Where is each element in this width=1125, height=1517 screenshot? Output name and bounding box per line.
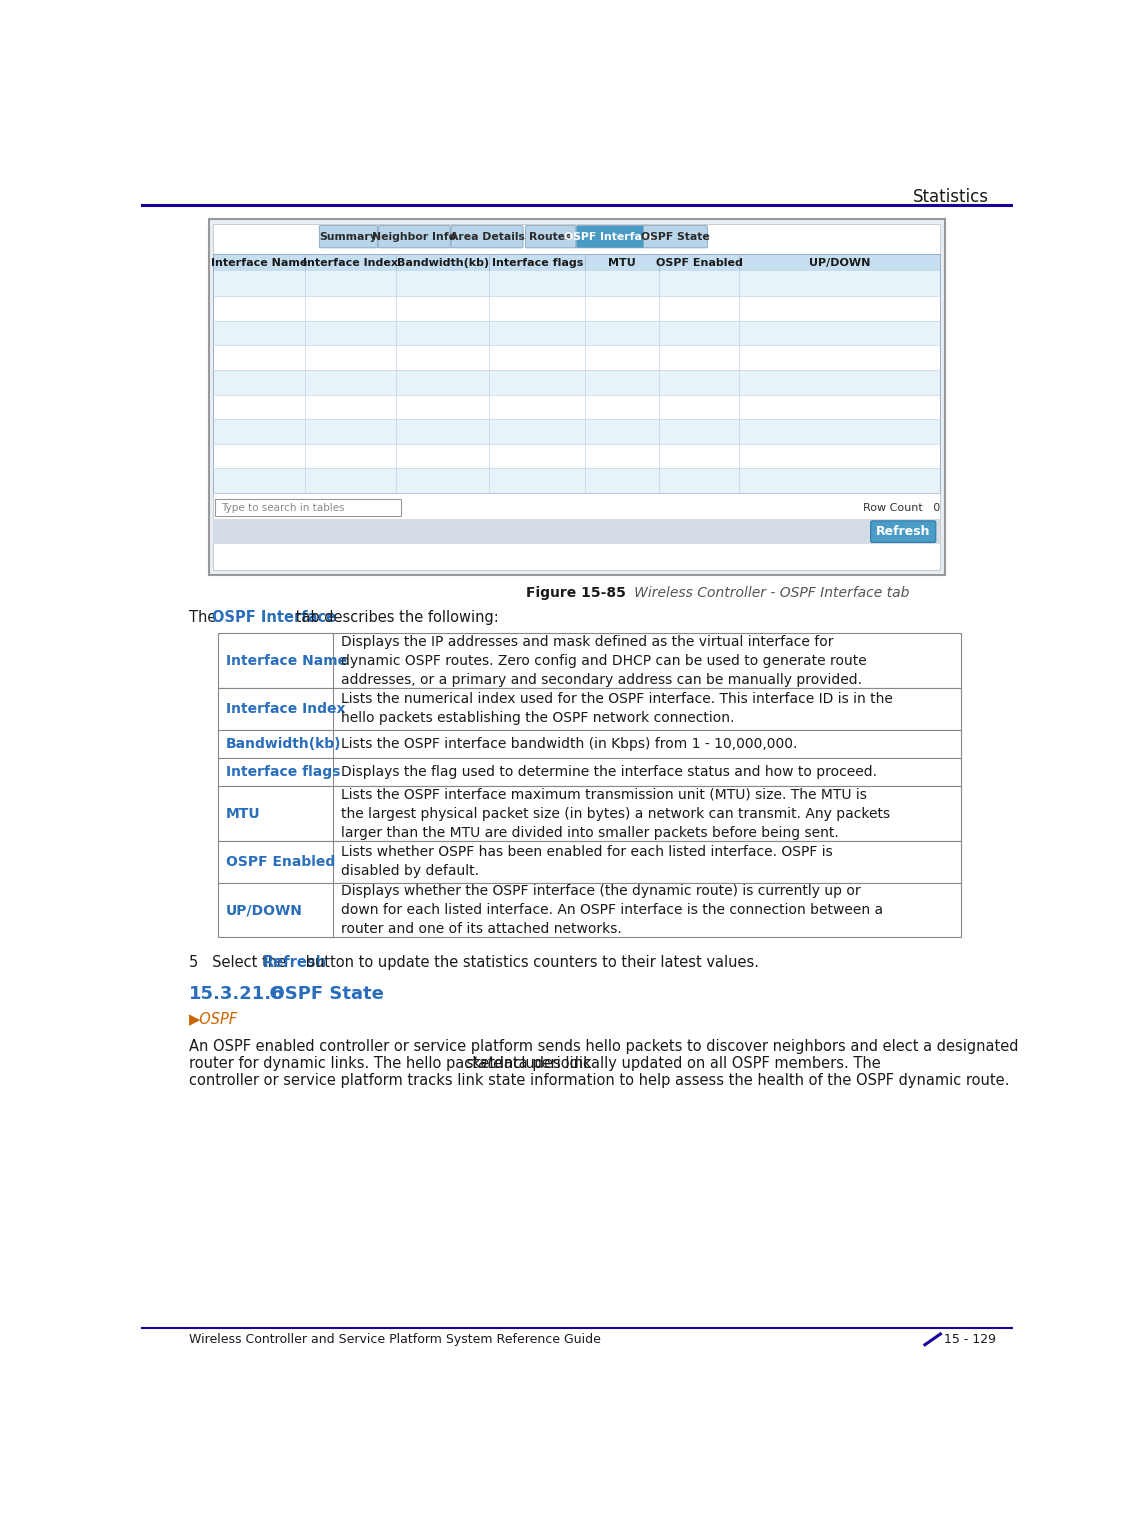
- Text: OSPF Interface: OSPF Interface: [212, 610, 336, 625]
- Bar: [218, 840, 961, 883]
- Text: OSPF Enabled: OSPF Enabled: [656, 258, 743, 269]
- Text: button to update the statistics counters to their latest values.: button to update the statistics counters…: [302, 954, 759, 969]
- FancyBboxPatch shape: [525, 226, 576, 247]
- Text: Wireless Controller and Service Platform System Reference Guide: Wireless Controller and Service Platform…: [189, 1333, 601, 1346]
- Bar: [218, 687, 961, 730]
- Text: Interface flags: Interface flags: [492, 258, 583, 269]
- Text: Bandwidth(kb): Bandwidth(kb): [226, 737, 341, 751]
- Text: Summary: Summary: [319, 232, 377, 241]
- Text: Lists the OSPF interface bandwidth (in Kbps) from 1 - 10,000,000.: Lists the OSPF interface bandwidth (in K…: [341, 737, 796, 751]
- Bar: [218, 758, 961, 786]
- Text: Interface Index: Interface Index: [303, 258, 398, 269]
- Bar: [214, 255, 940, 272]
- Text: tab describes the following:: tab describes the following:: [291, 610, 498, 625]
- Bar: [214, 519, 940, 545]
- Text: MTU: MTU: [226, 807, 261, 821]
- Bar: [215, 499, 400, 516]
- Text: data periodically updated on all OSPF members. The: data periodically updated on all OSPF me…: [490, 1056, 881, 1071]
- Text: Refresh: Refresh: [262, 954, 326, 969]
- Text: An OSPF enabled controller or service platform sends hello packets to discover n: An OSPF enabled controller or service pl…: [189, 1039, 1018, 1054]
- Text: 15 - 129: 15 - 129: [944, 1333, 996, 1346]
- FancyBboxPatch shape: [644, 226, 708, 247]
- Text: The: The: [189, 610, 220, 625]
- Bar: [218, 633, 961, 687]
- Text: Interface flags: Interface flags: [226, 765, 340, 780]
- Text: Interface Index: Interface Index: [226, 702, 345, 716]
- Text: UP/DOWN: UP/DOWN: [809, 258, 871, 269]
- FancyBboxPatch shape: [871, 520, 936, 543]
- Text: Lists whether OSPF has been enabled for each listed interface. OSPF is
disabled : Lists whether OSPF has been enabled for …: [341, 845, 832, 878]
- Text: MTU: MTU: [609, 258, 636, 269]
- Text: OSPF State: OSPF State: [256, 986, 384, 1003]
- Bar: [214, 296, 940, 320]
- Text: OSPF Enabled: OSPF Enabled: [226, 856, 335, 869]
- Bar: [214, 346, 940, 370]
- Text: Interface Name: Interface Name: [226, 654, 346, 667]
- Text: Displays the flag used to determine the interface status and how to proceed.: Displays the flag used to determine the …: [341, 765, 876, 780]
- FancyBboxPatch shape: [451, 226, 523, 247]
- Bar: [218, 730, 961, 758]
- Text: Lists the OSPF interface maximum transmission unit (MTU) size. The MTU is
the la: Lists the OSPF interface maximum transmi…: [341, 787, 890, 840]
- Text: UP/DOWN: UP/DOWN: [226, 903, 303, 918]
- Text: Refresh: Refresh: [876, 525, 930, 539]
- Text: Type to search in tables: Type to search in tables: [222, 502, 345, 513]
- Text: Row Count   0: Row Count 0: [863, 502, 940, 513]
- Bar: [218, 883, 961, 938]
- Text: controller or service platform tracks link state information to help assess the : controller or service platform tracks li…: [189, 1073, 1009, 1088]
- Text: Figure 15-85: Figure 15-85: [526, 586, 627, 601]
- FancyBboxPatch shape: [577, 226, 643, 247]
- Text: OSPF State: OSPF State: [641, 232, 710, 241]
- Text: state: state: [466, 1056, 503, 1071]
- Bar: [214, 469, 940, 493]
- Bar: [214, 255, 940, 272]
- Bar: [214, 255, 940, 493]
- Bar: [214, 370, 940, 394]
- Text: Displays whether the OSPF interface (the dynamic route) is currently up or
down : Displays whether the OSPF interface (the…: [341, 884, 883, 936]
- Text: Interface Name: Interface Name: [212, 258, 307, 269]
- Text: Lists the numerical index used for the OSPF interface. This interface ID is in t: Lists the numerical index used for the O…: [341, 692, 892, 725]
- Text: Displays the IP addresses and mask defined as the virtual interface for
dynamic : Displays the IP addresses and mask defin…: [341, 634, 866, 687]
- Bar: [218, 786, 961, 840]
- Text: ▶OSPF: ▶OSPF: [189, 1012, 237, 1027]
- Text: router for dynamic links. The hello packet includes link: router for dynamic links. The hello pack…: [189, 1056, 596, 1071]
- Text: 15.3.21.6: 15.3.21.6: [189, 986, 285, 1003]
- Bar: [214, 444, 940, 469]
- FancyBboxPatch shape: [378, 226, 450, 247]
- Bar: [214, 320, 940, 346]
- Bar: [209, 218, 945, 575]
- Text: Routes: Routes: [530, 232, 572, 241]
- Text: Bandwidth(kb): Bandwidth(kb): [397, 258, 489, 269]
- Bar: [214, 394, 940, 419]
- FancyBboxPatch shape: [319, 226, 377, 247]
- Text: Wireless Controller - OSPF Interface tab: Wireless Controller - OSPF Interface tab: [621, 586, 909, 601]
- Bar: [214, 272, 940, 296]
- Text: Neighbor Info: Neighbor Info: [372, 232, 457, 241]
- Bar: [214, 419, 940, 444]
- Text: Area Details: Area Details: [450, 232, 524, 241]
- Text: OSPF Interface: OSPF Interface: [565, 232, 656, 241]
- Text: Statistics: Statistics: [914, 188, 989, 206]
- Bar: [214, 223, 940, 570]
- Text: 5   Select the: 5 Select the: [189, 954, 290, 969]
